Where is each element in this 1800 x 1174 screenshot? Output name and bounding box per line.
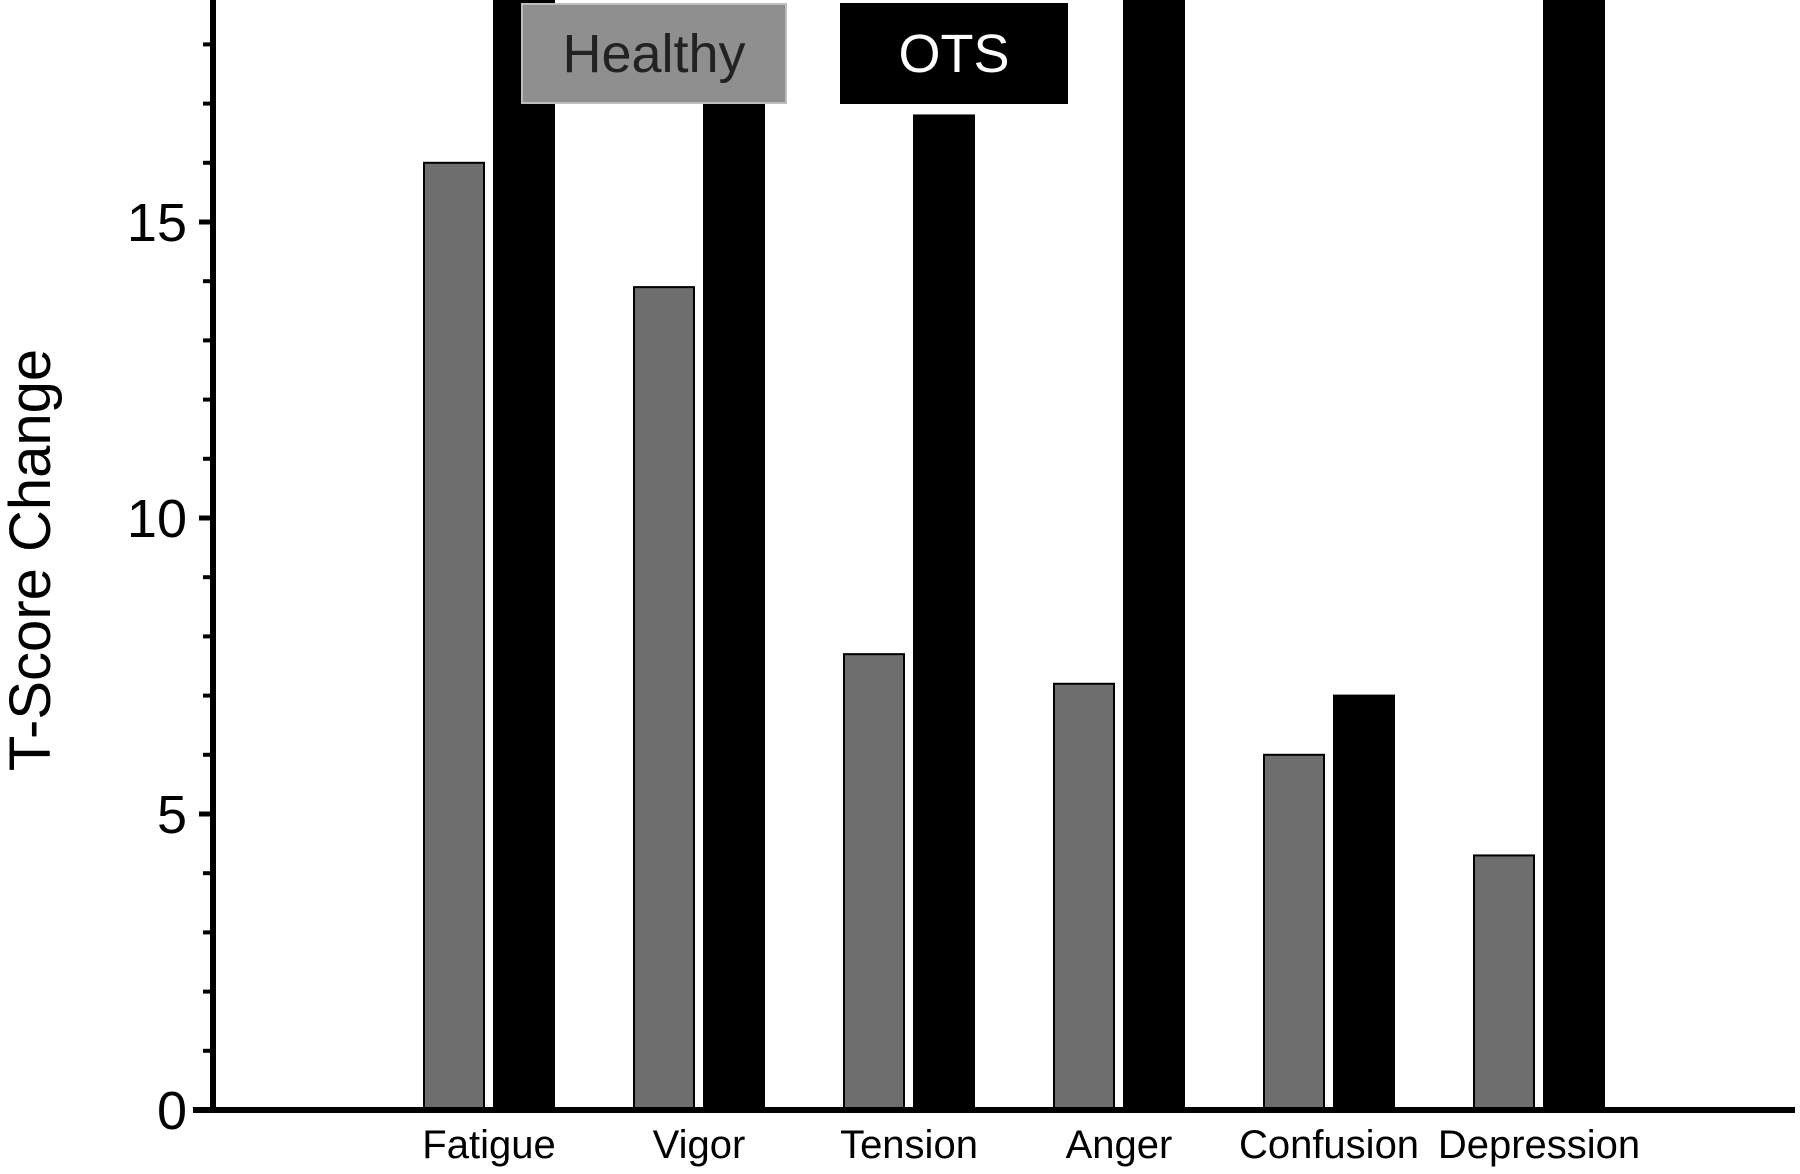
y-tick-label: 10 xyxy=(127,489,187,549)
bar-ots-tension xyxy=(913,114,975,1111)
bar-ots-fatigue xyxy=(493,0,555,1112)
y-axis-title: T-Score Change xyxy=(0,349,63,771)
legend-item-healthy: Healthy xyxy=(521,3,787,104)
bar-ots-depression xyxy=(1543,0,1605,1111)
axis-layer: 05101520253035FatigueVigorTensionAngerCo… xyxy=(127,0,1795,1167)
bar-healthy-vigor xyxy=(633,286,695,1111)
bar-healthy-anger xyxy=(1053,682,1115,1111)
legend-label-ots: OTS xyxy=(898,23,1010,84)
x-tick-label-depression: Depression xyxy=(1438,1123,1640,1167)
bar-healthy-depression xyxy=(1473,854,1535,1111)
x-tick-label-anger: Anger xyxy=(1066,1123,1173,1167)
bar-healthy-tension xyxy=(843,653,905,1111)
bars-layer xyxy=(423,0,1605,1112)
x-tick-label-fatigue: Fatigue xyxy=(422,1123,555,1167)
y-tick-label: 0 xyxy=(157,1081,187,1141)
y-tick-label: 5 xyxy=(157,785,187,845)
x-tick-label-vigor: Vigor xyxy=(653,1123,746,1167)
bar-healthy-fatigue xyxy=(423,161,485,1112)
bar-ots-vigor xyxy=(703,102,765,1112)
bar-ots-confusion xyxy=(1333,694,1395,1111)
legend-label-healthy: Healthy xyxy=(562,23,746,84)
bar-ots-anger xyxy=(1123,0,1185,1111)
legend-item-ots: OTS xyxy=(840,3,1068,104)
x-tick-label-tension: Tension xyxy=(840,1123,978,1167)
bar-healthy-confusion xyxy=(1263,753,1325,1111)
y-tick-label: 15 xyxy=(127,193,187,253)
x-tick-label-confusion: Confusion xyxy=(1239,1123,1419,1167)
